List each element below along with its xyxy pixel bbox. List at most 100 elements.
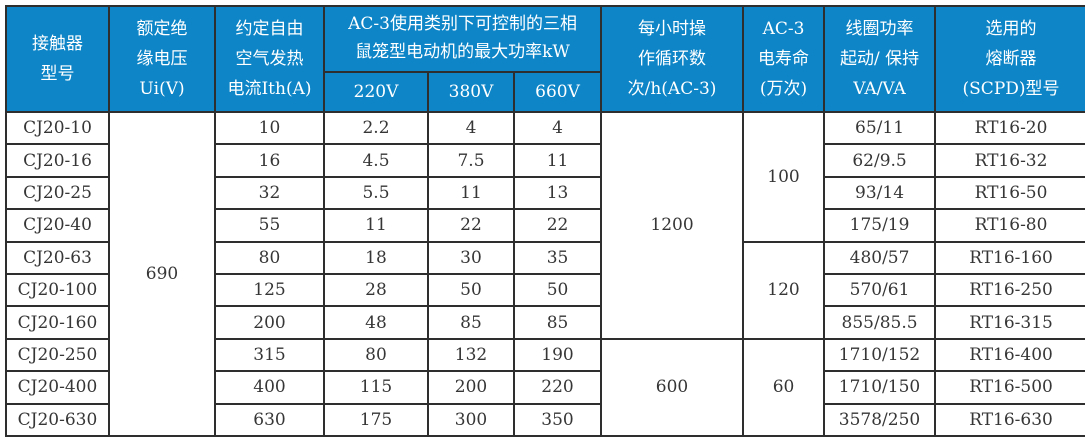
- cell-ith: 125: [214, 272, 325, 308]
- table-row: CJ20-250 315 80 132 190 600 60 1710/152 RT16-400: [5, 337, 1085, 438]
- header-380v: 380V: [427, 71, 515, 113]
- header-thermal-current-line: 空气发热: [235, 48, 304, 69]
- cell-coil-power: 175/19: [823, 208, 937, 243]
- cell-kw-380v: 200: [427, 370, 515, 405]
- cell-coil-power: 855/85.5: [823, 305, 937, 340]
- cell-model: CJ20-16: [5, 143, 110, 178]
- header-model-line: 接触器: [32, 33, 83, 54]
- cell-kw-380v: 132: [427, 337, 515, 373]
- cell-electrical-life: 100: [742, 111, 826, 243]
- cell-ith: 55: [214, 208, 325, 243]
- table-row: CJ20-400 400 115 200 220 1710/150 RT16-500: [5, 370, 1085, 405]
- table-row: CJ20-63 80 18 30 35 120 480/57 RT16-160: [5, 240, 1085, 340]
- cell-fuse-model: RT16-500: [934, 370, 1085, 405]
- cell-model: CJ20-630: [5, 402, 110, 438]
- contactor-spec-table: 接触器 型号 额定绝 缘电压 Ui(V) 约定自由 空气发热 电流Ith(A) …: [5, 5, 1085, 438]
- header-model-line: 型号: [40, 64, 75, 84]
- cell-ith: 200: [214, 305, 325, 340]
- cell-kw-660v: 220: [512, 370, 603, 405]
- cell-kw-660v: 22: [512, 208, 603, 243]
- cell-coil-power: 1710/150: [823, 370, 937, 405]
- cell-ith: 315: [214, 337, 325, 373]
- cell-ui-voltage: 690: [108, 111, 216, 437]
- header-coil-power-line: 线圈功率: [845, 18, 914, 39]
- header-ui-voltage-line: 额定绝: [136, 18, 188, 39]
- header-thermal-current-line: 电流Ith(A): [227, 79, 312, 100]
- header-ui-voltage-line: Ui(V): [139, 79, 185, 100]
- cell-ith: 10: [214, 110, 325, 146]
- header-220v: 220V: [323, 71, 429, 113]
- header-fuse-line: 选用的: [985, 18, 1037, 39]
- cell-coil-power: 3578/250: [823, 402, 937, 438]
- cell-coil-power: 62/9.5: [823, 143, 937, 178]
- table-body: CJ20-10 690 10 2.2 4 4 1200 100 65/11 RT16-20 CJ20…: [5, 110, 1085, 438]
- header-coil-power-line: VA/VA: [853, 79, 906, 100]
- cell-electrical-life: 120: [742, 240, 826, 340]
- cell-kw-380v: 300: [427, 402, 515, 438]
- header-ui-voltage: 额定绝 缘电压 Ui(V): [108, 5, 216, 113]
- cell-kw-220v: 2.2: [323, 110, 429, 146]
- header-life-line: (万次): [759, 79, 808, 100]
- cell-kw-220v: 11: [323, 208, 429, 243]
- header-ac3-power-group: AC-3使用类别下可控制的三相 鼠笼型电动机的最大功率kW: [322, 5, 603, 73]
- cell-kw-660v: 50: [512, 272, 603, 308]
- header-row-top: 接触器 型号 额定绝 缘电压 Ui(V) 约定自由 空气发热 电流Ith(A) …: [5, 5, 1085, 113]
- header-coil-power: 线圈功率 起动/ 保持 VA/VA: [823, 5, 937, 113]
- cell-fuse-model: RT16-250: [934, 272, 1085, 308]
- header-row-voltages: 220V 380V 660V: [6, 71, 1085, 113]
- cell-kw-220v: 175: [323, 402, 429, 438]
- cell-model: CJ20-40: [5, 208, 110, 243]
- cell-kw-660v: 350: [512, 402, 603, 438]
- header-660v: 660V: [512, 71, 603, 113]
- header-cycles-line: 作循环数: [638, 48, 707, 69]
- header-coil-power-line: 起动/ 保持: [839, 48, 920, 69]
- cell-kw-380v: 7.5: [427, 143, 515, 178]
- cell-kw-380v: 22: [427, 208, 515, 243]
- cell-ith: 32: [214, 175, 325, 211]
- header-ac3-power-line: 鼠笼型电动机的最大功率kW: [355, 42, 570, 62]
- cell-coil-power: 93/14: [823, 175, 937, 211]
- cell-fuse-model: RT16-32: [934, 143, 1085, 178]
- cell-model: CJ20-25: [5, 175, 110, 211]
- cell-fuse-model: RT16-160: [934, 240, 1085, 275]
- cell-kw-660v: 190: [512, 337, 603, 373]
- table-row: CJ20-10 690 10 2.2 4 4 1200 100 65/11 RT16-20: [5, 110, 1085, 437]
- cell-coil-power: 1710/152: [823, 337, 937, 373]
- cell-fuse-model: RT16-400: [934, 337, 1085, 373]
- cell-kw-660v: 4: [512, 110, 603, 146]
- header-ac3-power-line: AC-3使用类别下可控制的三相: [348, 14, 577, 35]
- cell-kw-380v: 11: [427, 175, 515, 211]
- cell-coil-power: 570/61: [823, 272, 937, 308]
- cell-model: CJ20-250: [5, 337, 110, 373]
- header-electrical-life: AC-3 电寿命 (万次): [742, 5, 826, 113]
- cell-ith: 400: [214, 370, 325, 405]
- cell-cycles-per-hour: 600: [600, 337, 745, 438]
- cell-kw-660v: 85: [512, 305, 603, 340]
- cell-cycles-per-hour: 1200: [600, 111, 745, 340]
- cell-model: CJ20-160: [5, 305, 110, 340]
- table-row: CJ20-100 125 28 50 50 570/61 RT16-250: [5, 272, 1085, 308]
- header-cycles-per-hour: 每小时操 作循环数 次/h(AC-3): [600, 5, 745, 113]
- cell-kw-220v: 80: [323, 337, 429, 373]
- cell-model: CJ20-10: [5, 110, 110, 146]
- table-row: CJ20-160 200 48 85 85 855/85.5 RT16-315: [5, 305, 1085, 340]
- cell-fuse-model: RT16-80: [934, 208, 1085, 243]
- cell-fuse-model: RT16-315: [934, 305, 1085, 340]
- header-thermal-current-line: 约定自由: [235, 18, 304, 39]
- cell-kw-380v: 50: [427, 272, 515, 308]
- table-row: CJ20-25 32 5.5 11 13 93/14 RT16-50: [5, 175, 1085, 211]
- header-fuse-line: (SCPD)型号: [962, 79, 1060, 100]
- cell-kw-220v: 18: [323, 240, 429, 275]
- cell-fuse-model: RT16-20: [934, 110, 1085, 146]
- header-life-line: 电寿命: [758, 48, 810, 69]
- table-row: CJ20-630 630 175 300 350 3578/250 RT16-630: [5, 402, 1085, 438]
- cell-kw-660v: 11: [512, 143, 603, 178]
- cell-coil-power: 65/11: [823, 110, 937, 146]
- header-cycles-line: 次/h(AC-3): [627, 79, 717, 100]
- cell-kw-380v: 4: [427, 110, 515, 146]
- cell-ith: 630: [214, 402, 325, 438]
- header-ui-voltage-line: 缘电压: [136, 48, 188, 69]
- cell-kw-220v: 4.5: [323, 143, 429, 178]
- cell-kw-220v: 28: [323, 272, 429, 308]
- cell-model: CJ20-63: [5, 240, 110, 275]
